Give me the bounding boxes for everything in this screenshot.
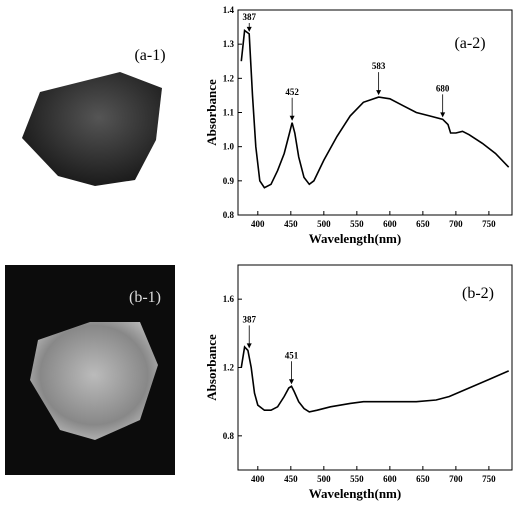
panel-label: (a-2) xyxy=(454,35,485,52)
peak-arrowhead xyxy=(247,343,252,348)
y-tick-label: 1.6 xyxy=(223,294,235,304)
peak-label: 451 xyxy=(285,350,299,360)
x-tick-label: 400 xyxy=(251,219,265,229)
photo-label: (a-1) xyxy=(134,47,165,64)
peak-arrowhead xyxy=(440,112,445,117)
x-tick-label: 600 xyxy=(383,474,397,484)
y-tick-label: 1.4 xyxy=(223,5,235,15)
peak-arrowhead xyxy=(290,116,295,121)
figure: (a-1) (b-1) 0.8 0.9 1.0 1.1 1.2 1.3 1.4 400 450 5… xyxy=(0,0,514,512)
spectrum-line xyxy=(241,347,508,412)
panel-label: (b-2) xyxy=(462,285,494,302)
x-tick-label: 450 xyxy=(284,219,298,229)
x-tick-label: 700 xyxy=(449,474,463,484)
x-tick-label: 700 xyxy=(449,219,463,229)
x-tick-label: 500 xyxy=(317,219,331,229)
peak-label: 680 xyxy=(436,83,450,93)
x-tick-label: 450 xyxy=(284,474,298,484)
y-tick-label: 0.8 xyxy=(223,431,235,441)
x-axis-title: Wavelength(nm) xyxy=(309,231,401,246)
spectrum-line xyxy=(241,31,508,188)
x-tick-label: 750 xyxy=(482,474,496,484)
y-axis-title: Absorbance xyxy=(204,334,219,401)
y-tick-label: 1.2 xyxy=(223,73,235,83)
y-tick-label: 1.1 xyxy=(223,108,235,118)
x-tick-label: 550 xyxy=(350,219,364,229)
peak-arrowhead xyxy=(247,27,252,32)
x-tick-label: 500 xyxy=(317,474,331,484)
peak-label: 452 xyxy=(285,87,299,97)
peak-label: 387 xyxy=(242,314,256,324)
peak-label: 387 xyxy=(242,12,256,22)
x-tick-label: 550 xyxy=(350,474,364,484)
y-tick-label: 0.9 xyxy=(223,176,235,186)
photo-label: (b-1) xyxy=(129,289,161,306)
peak-arrowhead xyxy=(376,90,381,95)
stone-photo-a xyxy=(22,72,162,186)
y-tick-label: 1.0 xyxy=(223,142,235,152)
peak-arrowhead xyxy=(289,379,294,384)
x-tick-label: 750 xyxy=(482,219,496,229)
y-tick-label: 1.2 xyxy=(223,363,235,373)
y-tick-label: 1.3 xyxy=(223,39,235,49)
y-axis-title: Absorbance xyxy=(204,79,219,146)
peak-label: 583 xyxy=(372,61,386,71)
x-tick-label: 400 xyxy=(251,474,265,484)
y-tick-label: 0.8 xyxy=(223,210,235,220)
x-tick-label: 600 xyxy=(383,219,397,229)
x-tick-label: 650 xyxy=(416,219,430,229)
x-tick-label: 650 xyxy=(416,474,430,484)
x-axis-title: Wavelength(nm) xyxy=(309,486,401,501)
